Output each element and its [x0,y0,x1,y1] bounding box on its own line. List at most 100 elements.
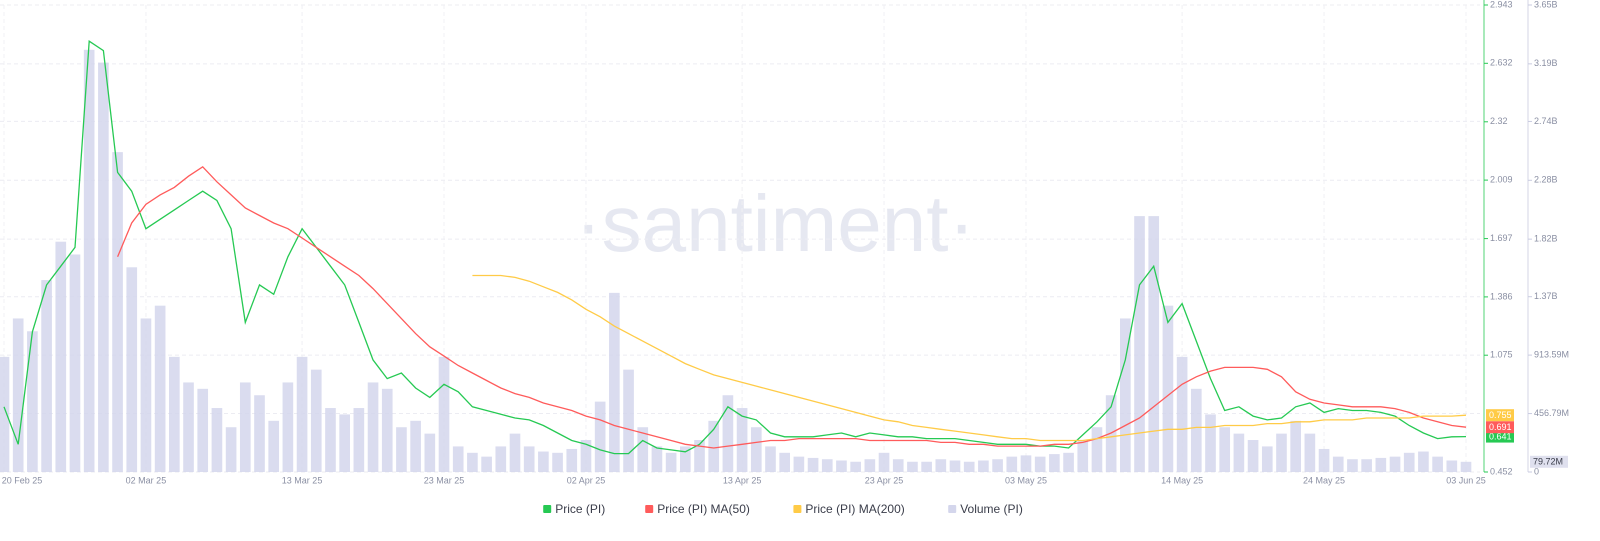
volume-bar [1034,456,1046,472]
volume-bar [1063,452,1074,472]
volume-bar [353,408,365,472]
x-tick-label: 14 May 25 [1161,475,1203,485]
volume-bar [1077,440,1089,472]
volume-bar [892,459,904,472]
volume-bar [112,152,123,472]
volume-bar [225,427,237,472]
volume-bar [1432,456,1443,472]
volume-bar [807,457,819,472]
volume-bar [921,461,932,472]
volume-bar [1446,460,1458,472]
volume-bar [310,369,322,472]
value-badge-label: 0.691 [1489,422,1512,432]
volume-bar [623,369,634,472]
volume-bar [907,461,918,472]
value-badge [1486,409,1514,422]
y2-tick-label: 3.65B [1534,0,1558,9]
volume-bar [169,356,180,472]
y2-tick-label: 1.37B [1534,291,1558,301]
volume-bar [183,382,194,472]
volume-bar [935,459,947,472]
volume-bar [665,452,677,472]
volume-bar [566,448,578,472]
volume-bar [1361,459,1372,472]
volume-bar [1006,456,1018,472]
line-series [117,165,1467,449]
legend-swatch [543,505,552,513]
volume-bar [296,356,308,472]
volume-bar [1176,356,1188,472]
volume-bar [282,382,294,472]
watermark: ·santiment· [575,179,975,268]
y-tick-label: 2.943 [1490,0,1513,9]
volume-bar [27,331,38,472]
x-tick-label: 02 Mar 25 [126,475,167,485]
volume-bar [750,427,762,472]
volume-bar [424,433,436,472]
volume-bar [325,408,336,472]
y2-tick-label: 0 [1534,466,1539,476]
legend-label: Volume (PI) [960,502,1023,516]
volume-bar [452,446,464,472]
volume-bar [1020,455,1032,472]
volume-bar [708,420,720,472]
volume-bar [821,459,833,472]
volume-bar [495,446,507,472]
value-badge-label: 0.755 [1489,410,1512,420]
volume-bar [552,452,563,472]
volume-bar [467,452,478,472]
volume-bar [694,440,705,472]
volume-bar [594,401,606,472]
volume-bar [1418,451,1429,472]
volume-bar [1049,454,1060,472]
y2-tick-label: 1.82B [1534,234,1558,244]
volume-bar [98,62,109,472]
legend-label: Price (PI) MA(200) [805,502,904,516]
y-tick-label: 2.009 [1490,174,1513,184]
volume-bar [1148,216,1160,472]
volume-bar [651,446,663,472]
legend-swatch [645,505,654,513]
volume-bar [197,388,209,472]
volume-bar [83,49,95,472]
x-tick-label: 03 Jun 25 [1446,475,1486,485]
line-series [472,274,1467,442]
volume-bar [864,459,876,472]
volume-bar [850,461,861,472]
legend-swatch [793,505,802,513]
volume-bar [1304,433,1316,472]
volume-bar [949,460,961,472]
y2-tick-label: 913.59M [1534,349,1569,359]
volume-bar [765,446,776,472]
volume-bar [1332,456,1344,472]
x-tick-label: 03 May 25 [1005,475,1047,485]
volume-bar [1347,459,1358,472]
y2-tick-label: 456.79M [1534,408,1569,418]
value-badge-label: 0.641 [1489,431,1512,441]
volume-bar [538,451,549,472]
volume-bar [367,382,379,472]
volume-bar [509,433,521,472]
volume-bar [609,292,620,472]
volume-bar [0,356,10,472]
volume-bar [41,280,52,472]
volume-bar [1276,433,1287,472]
volume-bar [523,446,535,472]
y-tick-label: 1.075 [1490,350,1513,360]
x-tick-label: 23 Mar 25 [424,475,465,485]
legend-label: Price (PI) MA(50) [657,502,750,516]
volume-bar [1091,427,1103,472]
volume-bar [410,420,421,472]
volume-bar [580,440,592,472]
volume-bar [396,427,407,472]
x-tick-label: 13 Mar 25 [282,475,323,485]
volume-bar [140,318,152,472]
y-tick-label: 0.452 [1490,466,1513,476]
volume-bar [793,456,805,472]
volume-bar [1190,388,1202,472]
value-badge-label: 79.72M [1533,457,1563,467]
volume-bar [1205,414,1216,472]
value-badge [1530,455,1568,468]
x-tick-label: 13 Apr 25 [723,475,762,485]
volume-bar [154,305,166,472]
